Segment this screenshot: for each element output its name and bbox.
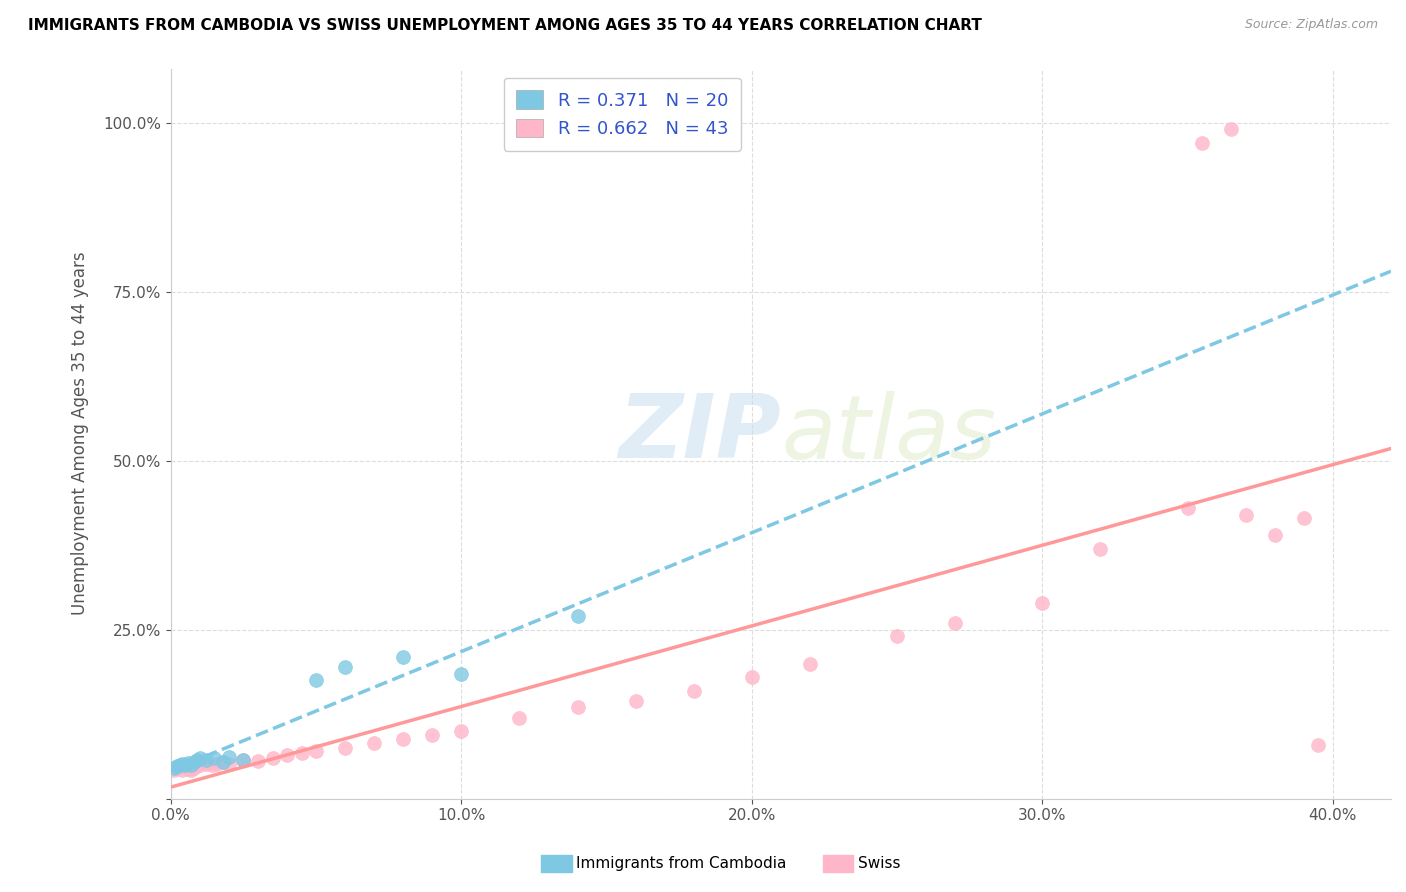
Point bbox=[194, 756, 217, 771]
Point bbox=[682, 683, 704, 698]
Point bbox=[207, 756, 229, 771]
Point bbox=[200, 758, 222, 772]
Text: Source: ZipAtlas.com: Source: ZipAtlas.com bbox=[1244, 18, 1378, 31]
Point bbox=[183, 761, 205, 775]
Point bbox=[247, 754, 270, 768]
Point bbox=[186, 753, 208, 767]
Text: Immigrants from Cambodia: Immigrants from Cambodia bbox=[576, 856, 787, 871]
Point bbox=[186, 758, 208, 772]
Point bbox=[420, 727, 443, 741]
Point bbox=[174, 759, 197, 773]
Point bbox=[1177, 501, 1199, 516]
Point bbox=[172, 756, 194, 771]
Point bbox=[194, 753, 217, 767]
Point bbox=[799, 657, 821, 671]
Point bbox=[333, 660, 356, 674]
Point bbox=[188, 758, 211, 772]
Point bbox=[567, 700, 589, 714]
Point bbox=[163, 764, 186, 778]
Point bbox=[232, 753, 254, 767]
Point bbox=[180, 764, 202, 778]
Point bbox=[305, 673, 328, 688]
Point bbox=[174, 758, 197, 772]
Text: Swiss: Swiss bbox=[858, 856, 900, 871]
Point bbox=[392, 649, 415, 664]
Point bbox=[508, 711, 530, 725]
Point bbox=[450, 724, 472, 739]
Point bbox=[567, 609, 589, 624]
Point bbox=[218, 749, 240, 764]
Y-axis label: Unemployment Among Ages 35 to 44 years: Unemployment Among Ages 35 to 44 years bbox=[72, 252, 89, 615]
Point bbox=[212, 756, 235, 770]
Point bbox=[1031, 596, 1053, 610]
Point bbox=[450, 666, 472, 681]
Point bbox=[177, 762, 200, 776]
Point bbox=[204, 751, 226, 765]
Point bbox=[166, 759, 188, 773]
Point bbox=[1090, 541, 1112, 556]
Point bbox=[177, 756, 200, 770]
Point bbox=[333, 741, 356, 756]
Point bbox=[183, 755, 205, 769]
Point bbox=[392, 732, 415, 747]
Point bbox=[276, 747, 298, 762]
Point bbox=[741, 670, 763, 684]
Point bbox=[290, 746, 312, 760]
Point bbox=[169, 758, 191, 772]
Point bbox=[232, 753, 254, 767]
Point bbox=[169, 759, 191, 773]
Point bbox=[218, 756, 240, 771]
Point bbox=[1220, 122, 1243, 136]
Point bbox=[1308, 738, 1330, 752]
Text: IMMIGRANTS FROM CAMBODIA VS SWISS UNEMPLOYMENT AMONG AGES 35 TO 44 YEARS CORRELA: IMMIGRANTS FROM CAMBODIA VS SWISS UNEMPL… bbox=[28, 18, 981, 33]
Point bbox=[886, 630, 908, 644]
Text: ZIP: ZIP bbox=[619, 390, 780, 477]
Point bbox=[180, 758, 202, 772]
Point bbox=[188, 751, 211, 765]
Point bbox=[1191, 136, 1213, 150]
Point bbox=[363, 736, 385, 750]
Point bbox=[262, 751, 284, 765]
Point bbox=[166, 761, 188, 775]
Point bbox=[305, 744, 328, 758]
Point bbox=[172, 764, 194, 778]
Legend: R = 0.371   N = 20, R = 0.662   N = 43: R = 0.371 N = 20, R = 0.662 N = 43 bbox=[503, 78, 741, 151]
Point bbox=[1264, 528, 1286, 542]
Point bbox=[943, 615, 966, 630]
Point bbox=[1234, 508, 1257, 522]
Text: atlas: atlas bbox=[780, 391, 995, 476]
Point bbox=[1292, 511, 1315, 525]
Point bbox=[163, 761, 186, 775]
Point bbox=[212, 755, 235, 769]
Point bbox=[624, 694, 647, 708]
